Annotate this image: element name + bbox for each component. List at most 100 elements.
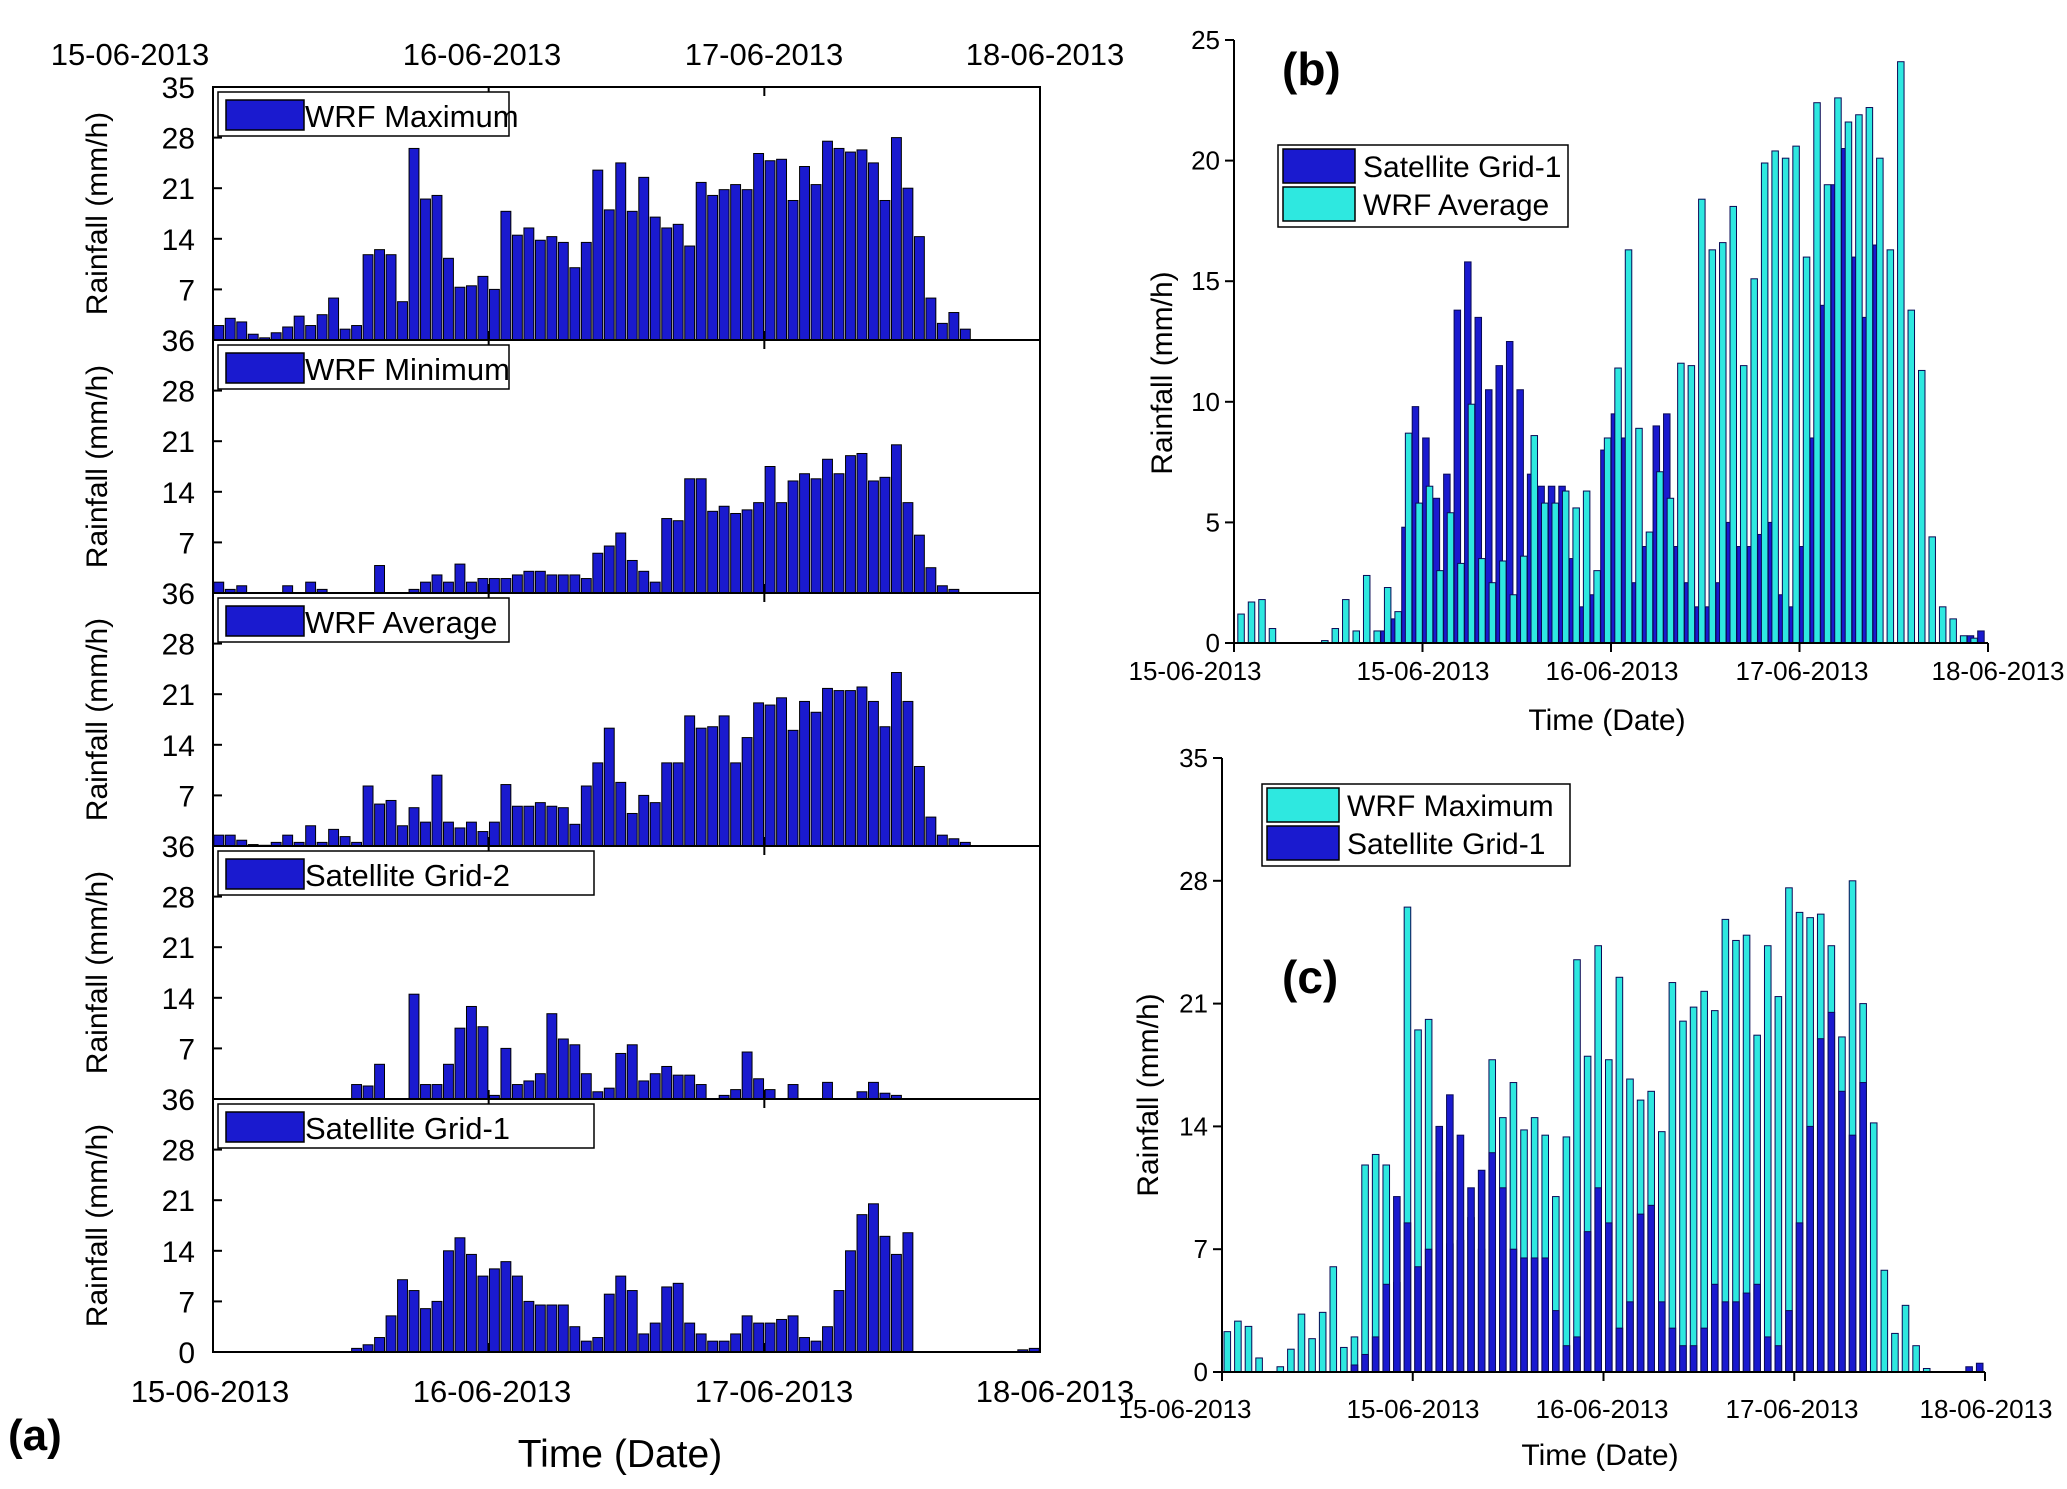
panel-c-bar — [1975, 1362, 1984, 1373]
panel-c-bar — [1679, 1020, 1687, 1373]
panel-b-bar — [1666, 497, 1675, 644]
panel-c-xtick-label: 16-06-2013 — [1536, 1394, 1669, 1424]
panel-c-bar — [1435, 1125, 1444, 1373]
panel-a-bar — [764, 160, 776, 341]
panel-c-bar — [1297, 1313, 1306, 1373]
panel-a-bar — [695, 1084, 707, 1100]
panel-c-bar — [1658, 1301, 1666, 1373]
panel-a-bar — [672, 762, 684, 847]
panel-b-legend-swatch — [1282, 148, 1356, 184]
panel-a-bar — [638, 794, 650, 847]
panel-c-ytick-label: 0 — [1194, 1357, 1208, 1387]
panel-a-bar — [776, 158, 788, 341]
panel-a-bar — [488, 1268, 500, 1353]
panel-a-bar — [557, 807, 569, 847]
panel-a-bar — [753, 153, 765, 341]
panel-a-bar — [213, 581, 225, 594]
panel-a-bar — [592, 1337, 604, 1353]
panel-a-bar — [351, 1084, 363, 1100]
panel-a-bar — [420, 821, 431, 847]
panel-c-bar — [1774, 1345, 1783, 1373]
panel-b-bar — [1698, 198, 1706, 644]
panel-c-legend: WRF Maximum Satellite Grid-1 — [1261, 783, 1571, 867]
panel-a-bar — [787, 729, 799, 847]
panel-a-legend: WRF Minimum — [217, 344, 510, 390]
panel-a-bar — [443, 1063, 454, 1100]
panel-a-bar — [890, 137, 902, 341]
panel-a-bar — [936, 585, 948, 594]
panel-a-bar — [546, 1304, 558, 1353]
panel-c-bar — [1456, 1134, 1465, 1373]
panel-a-top-xtick-label: 16-06-2013 — [403, 37, 562, 72]
panel-c-bar — [1371, 1336, 1380, 1373]
panel-a-ytick-label: 36 — [162, 578, 195, 611]
panel-a-bar — [511, 574, 523, 594]
panel-a-bar — [465, 821, 477, 847]
panel-b-bar — [1467, 403, 1476, 644]
panel-a-bar — [833, 473, 845, 594]
panel-c-label: (c) — [1282, 951, 1338, 1003]
panel-b-bar — [1635, 427, 1643, 644]
panel-a-bar — [753, 702, 765, 847]
panel-a-bar — [236, 321, 248, 341]
panel-a-bar — [948, 312, 960, 341]
panel-a-xtick-label: 15-06-2013 — [131, 1374, 290, 1409]
panel-a-ytick-label: 36 — [162, 1084, 195, 1117]
panel-c-bar — [1520, 1257, 1528, 1373]
panel-a-bar — [465, 1005, 477, 1100]
panel-a-bar — [638, 1333, 650, 1353]
panel-c-bar — [1573, 1336, 1581, 1373]
panel-a-bar — [856, 1214, 868, 1353]
panel-a-bar — [695, 727, 707, 847]
panel-a-bar — [477, 1275, 489, 1353]
panel-a-bar — [351, 325, 363, 341]
panel-a-bar — [879, 1235, 891, 1353]
panel-c-bar — [1838, 1090, 1846, 1373]
panel-c: 0 7 14 21 28 35 WRF Maximum Satellite Grid-1 15… — [1119, 743, 2053, 1472]
panel-a-bar — [799, 1337, 810, 1353]
panel-a-legend: WRF Maximum — [217, 91, 519, 137]
panel-b-bar — [1977, 630, 1985, 644]
panel-b-bar — [1739, 365, 1748, 644]
panel-a-bar — [707, 726, 719, 847]
panel-a-bar — [615, 1052, 627, 1100]
panel-c-bar — [1318, 1311, 1327, 1373]
panel-a-ytick-label: 14 — [162, 224, 195, 257]
panel-b-bar — [1446, 512, 1455, 644]
panel-a-bar — [718, 1340, 730, 1353]
panel-a-bar — [603, 1087, 615, 1100]
panel-a-legend-swatch — [225, 1111, 305, 1143]
panel-a-xtick-label: 18-06-2013 — [976, 1374, 1135, 1409]
panel-a-bar — [282, 585, 294, 594]
panel-b-bar — [1834, 97, 1842, 644]
panel-a-bar — [879, 726, 891, 847]
panel-a-bar — [511, 234, 523, 341]
panel-a-bar — [431, 774, 443, 847]
panel-b-bar — [1436, 570, 1444, 644]
panel-a-bar — [603, 209, 615, 341]
panel-c-bar — [1562, 1345, 1571, 1373]
panel-c-bar — [1732, 1301, 1740, 1373]
panel-c-bar — [1329, 1266, 1338, 1373]
panel-a-bar — [362, 1344, 374, 1353]
panel-b-bar — [1457, 562, 1465, 644]
panel-a-legend-swatch — [225, 605, 305, 637]
panel-a-bar — [282, 834, 294, 847]
panel-a-ytick-label: 14 — [162, 730, 195, 763]
panel-a-bar — [695, 1333, 707, 1353]
panel-a-bar — [477, 578, 489, 594]
panel-b-bar — [1603, 437, 1612, 644]
panel-a-bar — [534, 239, 546, 341]
panel-a-bar — [925, 297, 937, 341]
panel-a-bar — [328, 828, 340, 847]
panel-b-bar — [1383, 587, 1392, 644]
panel-a-bar — [868, 700, 879, 847]
panel-b-bar — [1771, 150, 1779, 644]
panel-b-bar — [1478, 558, 1486, 644]
panel-a-bar — [465, 285, 477, 341]
panel-a-bar — [511, 1275, 523, 1353]
panel-a-bar — [293, 315, 305, 341]
panel-a-top-xtick-label: 18-06-2013 — [966, 37, 1125, 72]
panel-a-bar — [546, 805, 558, 847]
panel-c-bar — [1393, 1196, 1401, 1373]
